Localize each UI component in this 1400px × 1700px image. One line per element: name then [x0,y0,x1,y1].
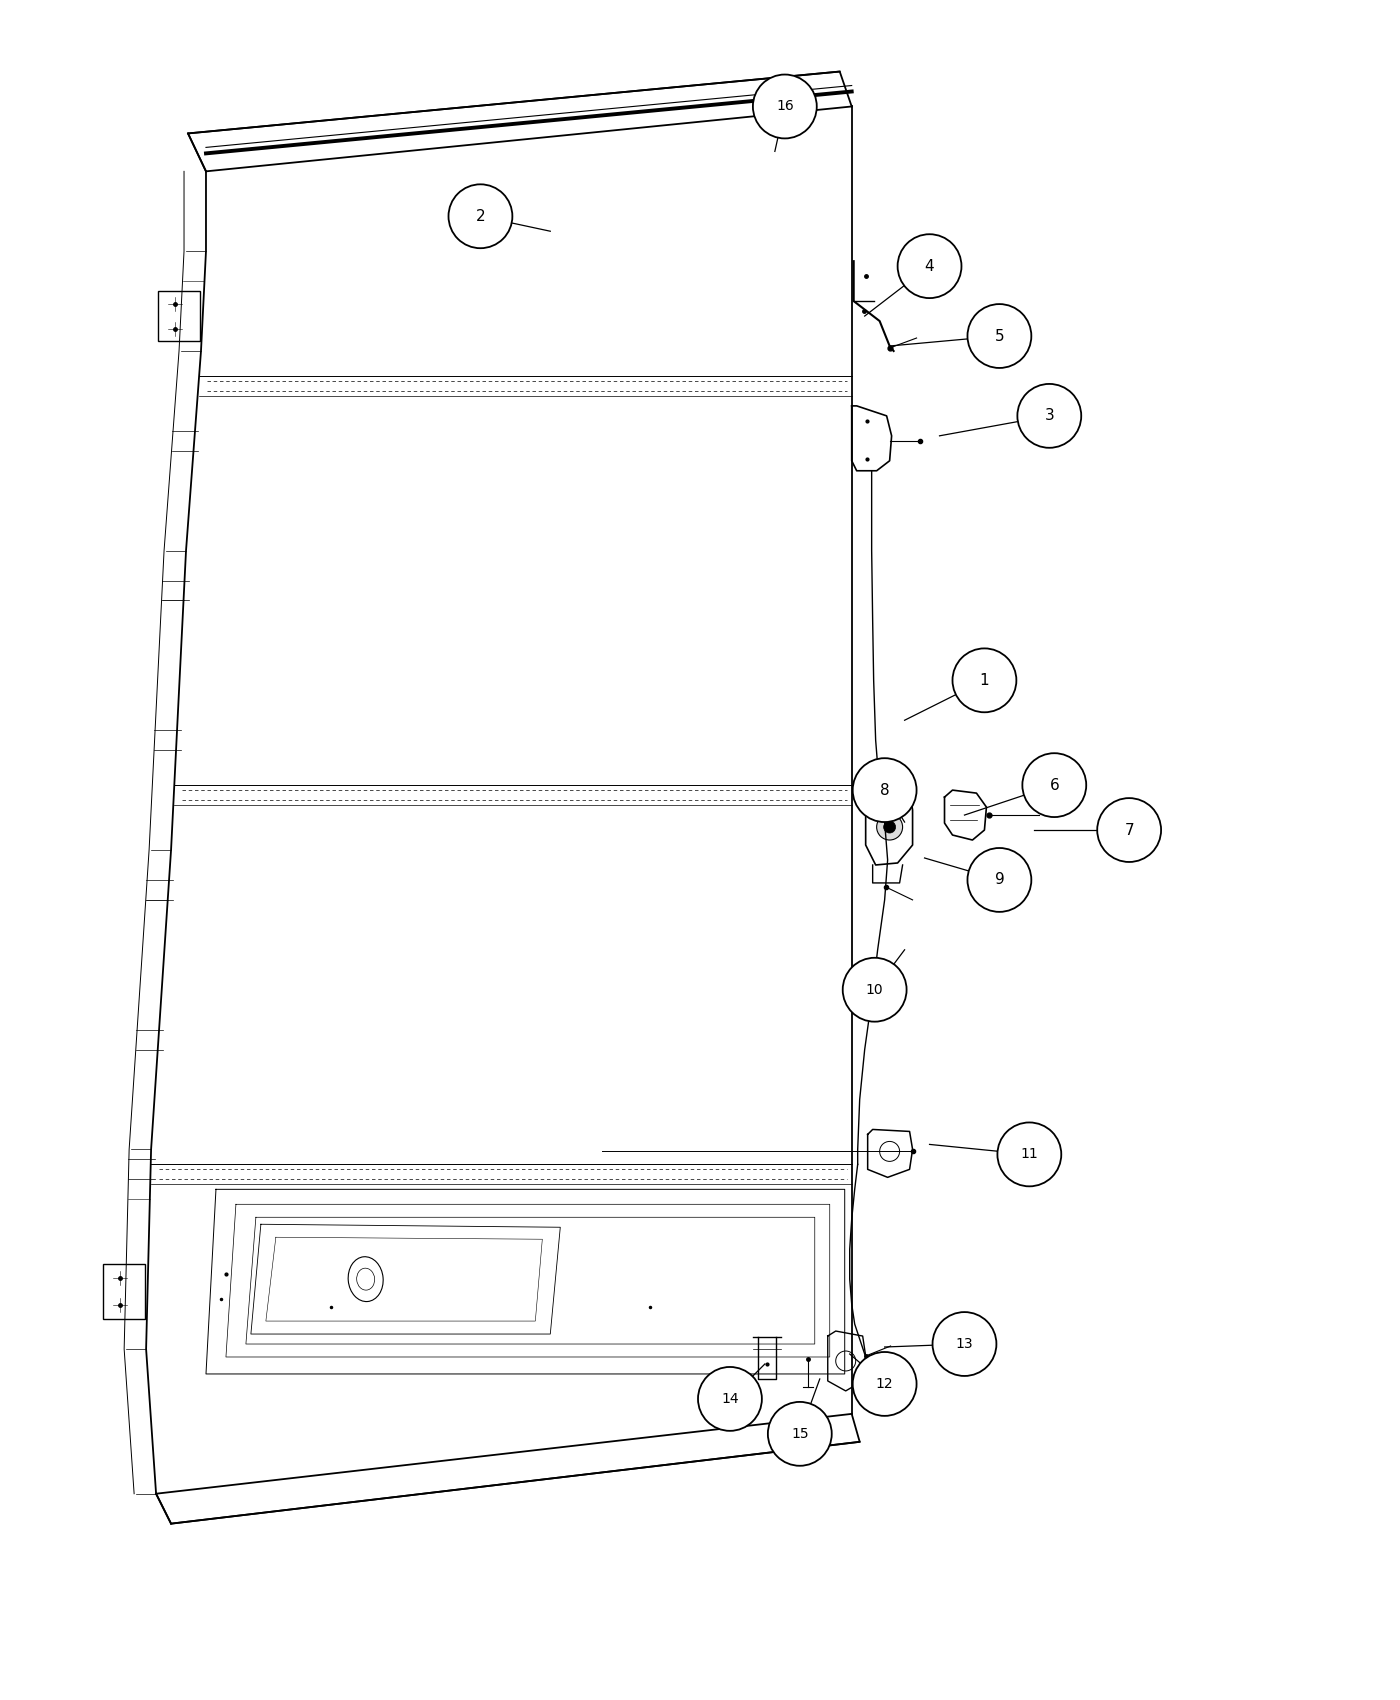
Circle shape [1018,384,1081,447]
Circle shape [967,304,1032,367]
Text: 5: 5 [994,328,1004,343]
Text: 7: 7 [1124,823,1134,838]
FancyBboxPatch shape [158,291,200,342]
Text: 14: 14 [721,1392,739,1406]
Circle shape [997,1122,1061,1187]
Circle shape [1098,797,1161,862]
Circle shape [932,1312,997,1375]
Text: 12: 12 [876,1377,893,1391]
Circle shape [967,848,1032,911]
Text: 1: 1 [980,673,990,689]
Text: 9: 9 [994,872,1004,887]
Circle shape [1022,753,1086,818]
Text: 8: 8 [879,782,889,797]
Circle shape [876,814,903,840]
Text: 15: 15 [791,1426,809,1442]
Text: 16: 16 [776,100,794,114]
FancyBboxPatch shape [102,1265,144,1319]
Circle shape [843,957,907,1022]
Text: 6: 6 [1050,777,1060,792]
Text: 10: 10 [865,983,883,996]
Text: 4: 4 [925,258,934,274]
Circle shape [699,1367,762,1431]
Circle shape [853,1352,917,1416]
Text: 3: 3 [1044,408,1054,423]
Text: 13: 13 [956,1336,973,1352]
Text: 2: 2 [476,209,486,224]
Circle shape [853,758,917,823]
Circle shape [753,75,816,138]
Circle shape [767,1402,832,1465]
Text: 11: 11 [1021,1148,1039,1161]
Circle shape [897,235,962,298]
Circle shape [883,821,896,833]
Circle shape [952,648,1016,712]
Circle shape [448,184,512,248]
